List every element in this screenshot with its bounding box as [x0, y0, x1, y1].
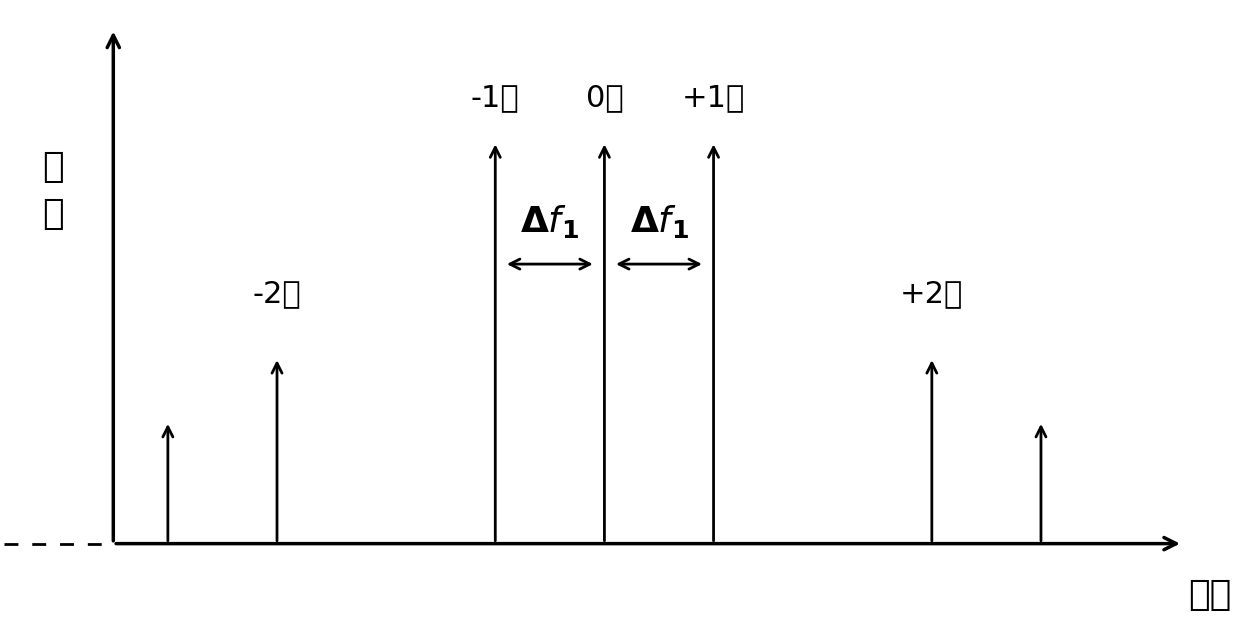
- Text: -2阶: -2阶: [253, 280, 301, 308]
- Text: $\mathbf{\Delta} \mathbf{\it{f}}_\mathbf{1}$: $\mathbf{\Delta} \mathbf{\it{f}}_\mathbf…: [520, 202, 580, 239]
- Text: 0阶: 0阶: [586, 83, 623, 112]
- Text: 功
率: 功 率: [42, 150, 64, 231]
- Text: +1阶: +1阶: [681, 83, 745, 112]
- Text: -1阶: -1阶: [471, 83, 519, 112]
- Text: 频率: 频率: [1188, 578, 1232, 612]
- Text: $\mathbf{\Delta} \mathbf{\it{f}}_\mathbf{1}$: $\mathbf{\Delta} \mathbf{\it{f}}_\mathbf…: [629, 202, 689, 239]
- Text: +2阶: +2阶: [901, 280, 964, 308]
